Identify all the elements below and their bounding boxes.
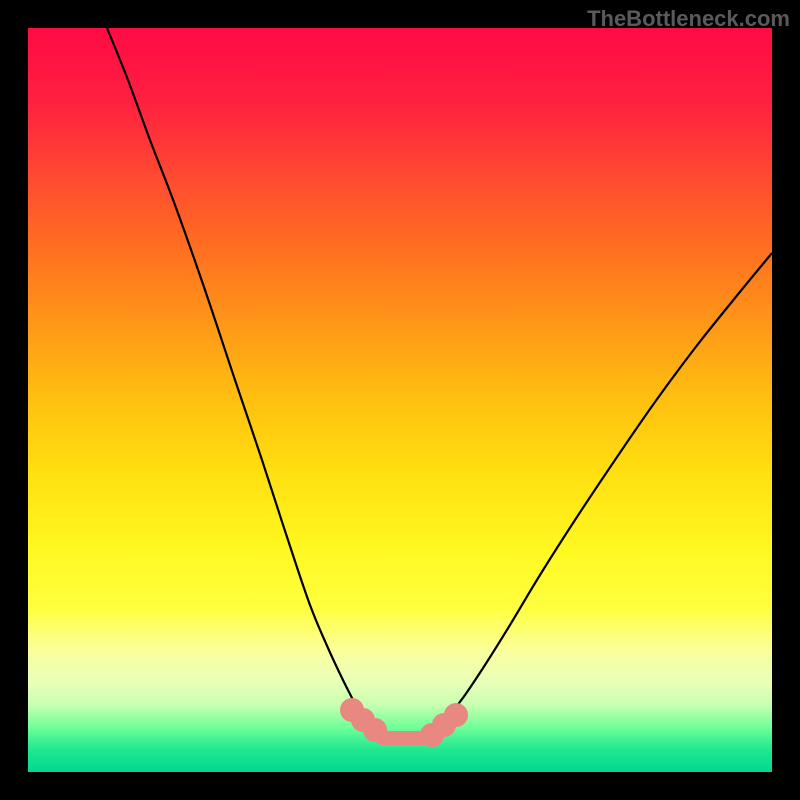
watermark-text: TheBottleneck.com [587, 6, 790, 32]
chart-svg [0, 0, 800, 800]
highlight-dot [444, 703, 468, 727]
chart-container: TheBottleneck.com [0, 0, 800, 800]
plot-area [28, 28, 772, 772]
